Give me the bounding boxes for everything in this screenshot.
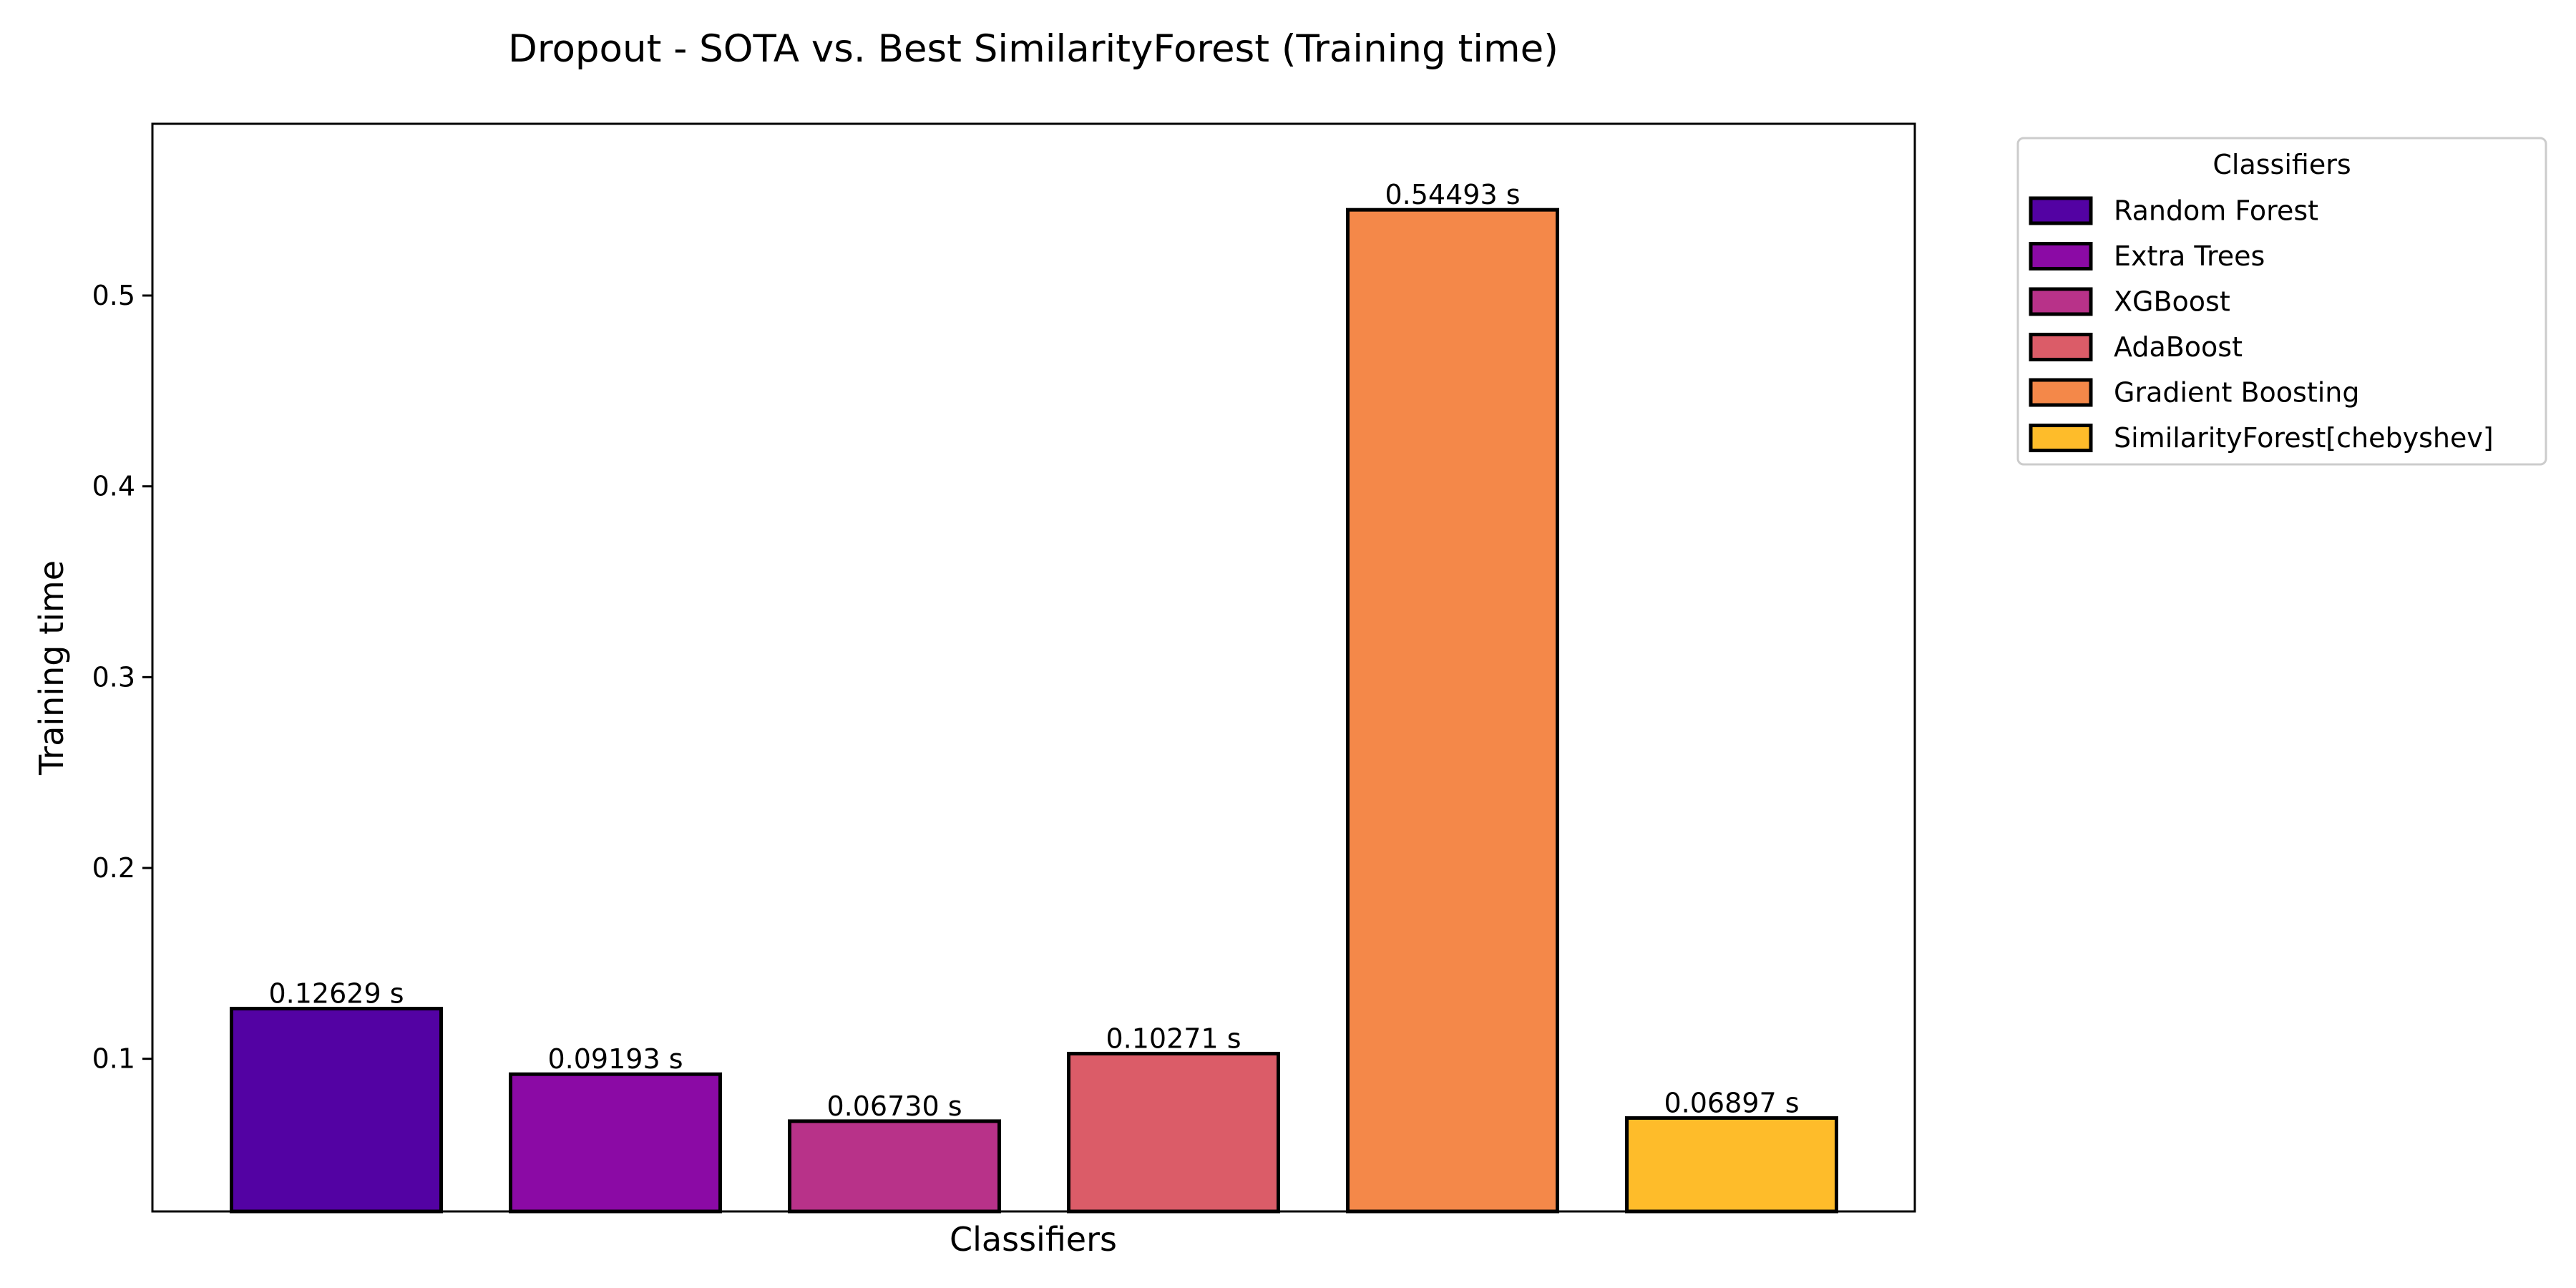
y-tick-label: 0.1 (92, 1043, 135, 1075)
bars-group (230, 208, 1838, 1214)
y-tick-label: 0.3 (92, 661, 135, 693)
bar (1067, 1051, 1280, 1214)
bar-value-label: 0.09193 s (547, 1043, 683, 1075)
bar-value-label: 0.12629 s (268, 978, 404, 1010)
bar-value-label: 0.06897 s (1664, 1087, 1799, 1118)
y-axis: 0.1 0.2 0.3 0.4 0.5 (92, 280, 152, 1075)
legend-swatch (2029, 424, 2093, 452)
bar-value-label: 0.10271 s (1106, 1023, 1241, 1054)
legend-swatch (2029, 196, 2093, 225)
value-labels-group: 0.12629 s 0.09193 s 0.06730 s 0.10271 s 0.54… (268, 179, 1799, 1122)
legend: Classifiers Random Forest Extra Trees XGBo… (2016, 137, 2547, 466)
bar (230, 1007, 443, 1214)
bar (509, 1072, 722, 1214)
x-axis-label: Classifiers (950, 1220, 1117, 1259)
legend-entry: Random Forest (2114, 195, 2318, 227)
y-axis-label: Training time (32, 560, 71, 776)
bar (1625, 1116, 1838, 1214)
legend-entry: AdaBoost (2114, 331, 2243, 363)
legend-entry: SimilarityForest[chebyshev] (2114, 422, 2494, 454)
legend-entry: XGBoost (2114, 286, 2230, 318)
legend-items: Random Forest Extra Trees XGBoost AdaBoost G… (2029, 195, 2494, 454)
legend-swatch (2029, 378, 2093, 407)
plot-area-frame (151, 122, 1916, 1213)
bar-value-label: 0.54493 s (1385, 179, 1520, 210)
y-tick-label: 0.5 (92, 280, 135, 311)
legend-entry: Extra Trees (2114, 240, 2265, 272)
y-tick-label: 0.2 (92, 852, 135, 884)
legend-swatch (2029, 287, 2093, 316)
legend-title: Classifiers (2212, 149, 2351, 180)
bar-value-label: 0.06730 s (826, 1091, 962, 1122)
bar (788, 1119, 1001, 1214)
chart-title: Dropout - SOTA vs. Best SimilarityForest… (508, 27, 1558, 71)
legend-entry: Gradient Boosting (2114, 377, 2360, 409)
bar (1346, 208, 1559, 1214)
legend-frame (2016, 137, 2547, 466)
legend-swatch (2029, 242, 2093, 270)
y-tick-label: 0.4 (92, 471, 135, 502)
legend-swatch (2029, 333, 2093, 361)
